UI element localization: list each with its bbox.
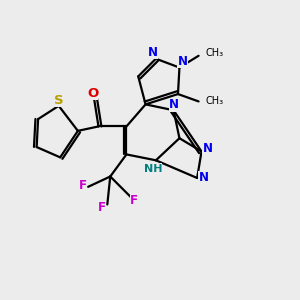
Text: F: F <box>79 179 87 192</box>
Text: O: O <box>87 87 98 100</box>
Text: F: F <box>98 201 106 214</box>
Text: N: N <box>202 142 212 155</box>
Text: F: F <box>130 194 138 207</box>
Text: N: N <box>148 46 158 59</box>
Text: N: N <box>177 55 188 68</box>
Text: N: N <box>169 98 179 111</box>
Text: CH₃: CH₃ <box>205 48 223 58</box>
Text: N: N <box>199 172 208 184</box>
Text: CH₃: CH₃ <box>205 96 223 106</box>
Text: S: S <box>54 94 64 107</box>
Text: NH: NH <box>144 164 162 173</box>
